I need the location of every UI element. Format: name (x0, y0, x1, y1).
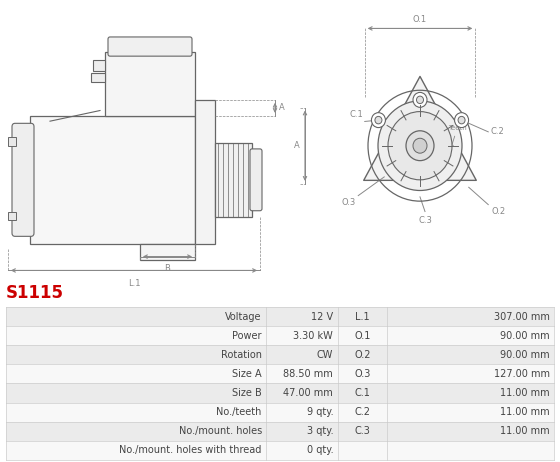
Circle shape (406, 131, 434, 161)
Text: L.1: L.1 (128, 279, 140, 288)
Text: 90.00 mm: 90.00 mm (500, 331, 550, 341)
Text: 47.00 mm: 47.00 mm (283, 388, 333, 398)
Text: Power: Power (232, 331, 262, 341)
Bar (6, 383, 554, 402)
FancyBboxPatch shape (12, 123, 34, 237)
Text: 11.00 mm: 11.00 mm (500, 388, 550, 398)
Circle shape (378, 101, 462, 190)
Bar (6, 441, 554, 460)
Circle shape (458, 116, 465, 124)
Text: 88.50 mm: 88.50 mm (283, 369, 333, 379)
Text: 11.00 mm: 11.00 mm (500, 426, 550, 436)
Text: O.3: O.3 (342, 198, 356, 207)
Bar (6, 307, 554, 326)
Circle shape (413, 92, 427, 107)
Bar (91, 73, 105, 82)
Bar (140, 244, 195, 260)
Text: C.3: C.3 (418, 216, 432, 225)
Text: Rotation: Rotation (221, 350, 262, 360)
Bar (6, 346, 554, 365)
Text: CW: CW (317, 350, 333, 360)
Text: L.1: L.1 (355, 312, 370, 322)
Text: C.2: C.2 (490, 128, 504, 136)
Polygon shape (363, 76, 477, 180)
Bar (8, 212, 16, 220)
Text: 307.00 mm: 307.00 mm (494, 312, 550, 322)
Text: 11.00 mm: 11.00 mm (500, 407, 550, 417)
Circle shape (371, 113, 385, 128)
Text: A: A (279, 103, 284, 112)
Text: Size B: Size B (232, 388, 262, 398)
Text: 90.00 mm: 90.00 mm (500, 350, 550, 360)
Text: 127.00 mm: 127.00 mm (494, 369, 550, 379)
Text: No./mount. holes: No./mount. holes (179, 426, 262, 436)
FancyBboxPatch shape (108, 37, 192, 56)
Circle shape (388, 112, 452, 180)
Text: C.1: C.1 (349, 110, 363, 119)
Text: 9 qty.: 9 qty. (306, 407, 333, 417)
Text: C.2: C.2 (354, 407, 370, 417)
Text: A: A (294, 141, 300, 150)
Bar (6, 365, 554, 383)
Text: 0 qty.: 0 qty. (306, 445, 333, 455)
Text: Teeth: Teeth (448, 125, 466, 147)
Text: O.1: O.1 (413, 15, 427, 24)
Bar (215, 142, 252, 217)
Circle shape (375, 116, 382, 124)
Text: O.2: O.2 (354, 350, 371, 360)
Text: No./mount. holes with thread: No./mount. holes with thread (119, 445, 262, 455)
Bar (8, 137, 16, 146)
Text: O.2: O.2 (491, 207, 505, 216)
Bar (93, 61, 105, 71)
Text: 3.30 kW: 3.30 kW (293, 331, 333, 341)
Bar (6, 326, 554, 346)
Text: O.3: O.3 (354, 369, 371, 379)
Text: C.3: C.3 (354, 426, 370, 436)
Text: No./teeth: No./teeth (216, 407, 262, 417)
Text: 12 V: 12 V (311, 312, 333, 322)
FancyBboxPatch shape (250, 149, 262, 211)
Text: B: B (165, 264, 170, 273)
Text: 3 qty.: 3 qty. (306, 426, 333, 436)
Text: C.1: C.1 (354, 388, 370, 398)
Bar (6, 421, 554, 441)
Circle shape (455, 113, 469, 128)
Circle shape (417, 96, 423, 103)
Bar (6, 402, 554, 421)
Text: S1115: S1115 (6, 284, 64, 302)
Bar (30, 116, 195, 244)
Bar (195, 100, 215, 244)
Text: Voltage: Voltage (225, 312, 262, 322)
Bar (105, 52, 195, 116)
Circle shape (413, 138, 427, 153)
Text: Size A: Size A (232, 369, 262, 379)
Text: O.1: O.1 (354, 331, 371, 341)
